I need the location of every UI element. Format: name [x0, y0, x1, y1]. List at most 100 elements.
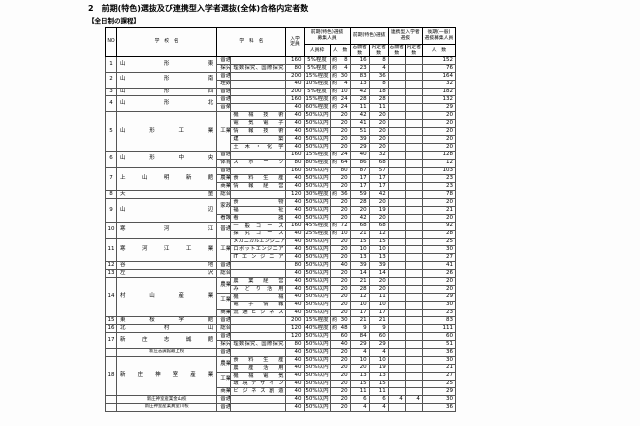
dept-group: 普通 — [216, 150, 232, 160]
renkei-applicants-count — [387, 166, 406, 176]
school-name: 寒河江 — [116, 221, 218, 239]
accepted-count: 17 — [368, 182, 389, 192]
quota-count: 20 — [329, 182, 351, 192]
school-name: 新庄神室産業真室川校 — [116, 403, 218, 413]
applicants-count: 42 — [349, 111, 370, 121]
accepted-count: 11 — [368, 292, 389, 302]
approx-mark: 約 — [332, 151, 338, 158]
renkei-accepted-count — [404, 213, 423, 223]
capacity: 40 — [285, 205, 305, 215]
renkei-applicants-count — [387, 221, 406, 231]
school-no: 6 — [104, 150, 118, 168]
dept-group: 商業 — [216, 182, 232, 192]
accepted-count: 15 — [368, 379, 389, 389]
dept-group: 普通 — [216, 71, 232, 81]
renkei-applicants-count — [387, 371, 406, 381]
renkei-applicants-count — [387, 363, 406, 373]
quota-frame: 50%以内 — [303, 142, 331, 152]
quota-frame: 50%以内 — [303, 127, 331, 136]
dept-name: 機械 — [230, 292, 287, 302]
quota-frame: 50%以内 — [303, 166, 331, 176]
applicants-count: 17 — [349, 308, 370, 318]
renkei-accepted-count — [404, 316, 423, 326]
applicants-count: 13 — [349, 253, 370, 263]
renkei-accepted-count — [404, 300, 423, 310]
accepted-count: 39 — [368, 261, 389, 271]
accepted-count: 32 — [368, 150, 389, 160]
header-renkei-applicants: 志願者数 — [387, 43, 406, 58]
renkei-applicants-count — [387, 174, 406, 184]
capacity: 40 — [285, 276, 305, 286]
approx-mark: 約 — [332, 88, 338, 95]
renkei-accepted-count — [404, 379, 423, 389]
approx-mark: 約 — [332, 64, 338, 71]
koki-count: 30 — [421, 300, 457, 310]
accepted-count: 4 — [368, 403, 389, 413]
koki-count: 28 — [421, 229, 457, 239]
capacity: 160 — [285, 150, 305, 160]
koki-count: 20 — [421, 198, 457, 207]
dept-group: 商業 — [216, 387, 232, 397]
koki-count: 23 — [421, 174, 457, 184]
capacity: 160 — [285, 166, 305, 176]
capacity: 40 — [285, 355, 305, 365]
applicants-count: 87 — [349, 166, 370, 176]
koki-count: 20 — [421, 213, 457, 223]
table-row: 8 天童 総合 120 30%程度約 36 59 42 78 — [104, 190, 457, 200]
renkei-accepted-count — [404, 56, 423, 65]
applicants-count: 20 — [349, 363, 370, 373]
quota-count: 約 24 — [329, 103, 351, 113]
koki-count: 29 — [421, 292, 457, 302]
accepted-count: 20 — [368, 213, 389, 223]
dept-group: 農業 — [216, 276, 232, 294]
quota-count: 約 30 — [329, 71, 351, 81]
accepted-count: 20 — [368, 276, 389, 286]
applicants-count: 6 — [349, 395, 370, 405]
applicants-count: 40 — [349, 150, 370, 160]
quota-count: 20 — [329, 308, 351, 318]
dept-name — [230, 332, 287, 342]
quota-count: 60 — [329, 332, 351, 342]
renkei-accepted-count — [404, 127, 423, 136]
dept-group: 普通 — [216, 403, 232, 413]
dept-name — [230, 190, 287, 200]
applicants-count: 29 — [349, 142, 370, 152]
dept-name: スポーツ — [230, 158, 287, 168]
renkei-accepted-count — [404, 198, 423, 207]
dept-group: 普通 — [216, 395, 232, 405]
dept-group: 普通 — [216, 261, 232, 271]
admission-table: NO 学 校 名 学 科 名 入学 定員 前期(特色)選抜 募集人員 前期(特色… — [104, 26, 457, 413]
table-row: 9 山辺 家政 食物 40 50%以内 20 28 20 20 — [104, 198, 457, 223]
quota-frame: 50%以内 — [303, 284, 331, 294]
quota-frame: 50%以内 — [303, 245, 331, 255]
renkei-applicants-count — [387, 261, 406, 271]
quota-count: 20 — [329, 119, 351, 129]
renkei-applicants-count: 4 — [387, 395, 406, 405]
accepted-count: 42 — [368, 190, 389, 200]
capacity: 40 — [285, 300, 305, 310]
renkei-accepted-count — [404, 292, 423, 302]
capacity: 40 — [285, 127, 305, 136]
renkei-applicants-count — [387, 284, 406, 294]
quota-frame: 40%程度 — [303, 324, 331, 334]
quota-frame: 5%程度 — [303, 63, 331, 73]
accepted-count: 57 — [368, 166, 389, 176]
quota-count: 20 — [329, 253, 351, 263]
accepted-count: 9 — [368, 324, 389, 334]
renkei-accepted-count — [404, 205, 423, 215]
koki-count: 29 — [421, 387, 457, 397]
koki-count: 27 — [421, 371, 457, 381]
accepted-count: 6 — [368, 395, 389, 405]
applicants-count: 86 — [349, 158, 370, 168]
dept-name — [230, 87, 287, 97]
dept-group: 農業 — [216, 174, 232, 184]
quota-frame: 50%以内 — [303, 347, 331, 357]
accepted-count: 20 — [368, 111, 389, 121]
dept-group: 探究 — [216, 63, 232, 73]
accepted-count: 36 — [368, 71, 389, 81]
dept-name: 食料生産 — [230, 174, 287, 184]
header-renkei-selection: 連携型入学者選抜 — [387, 27, 423, 45]
applicants-count: 29 — [349, 340, 370, 349]
accepted-count: 20 — [368, 284, 389, 294]
koki-count: 36 — [421, 347, 457, 357]
